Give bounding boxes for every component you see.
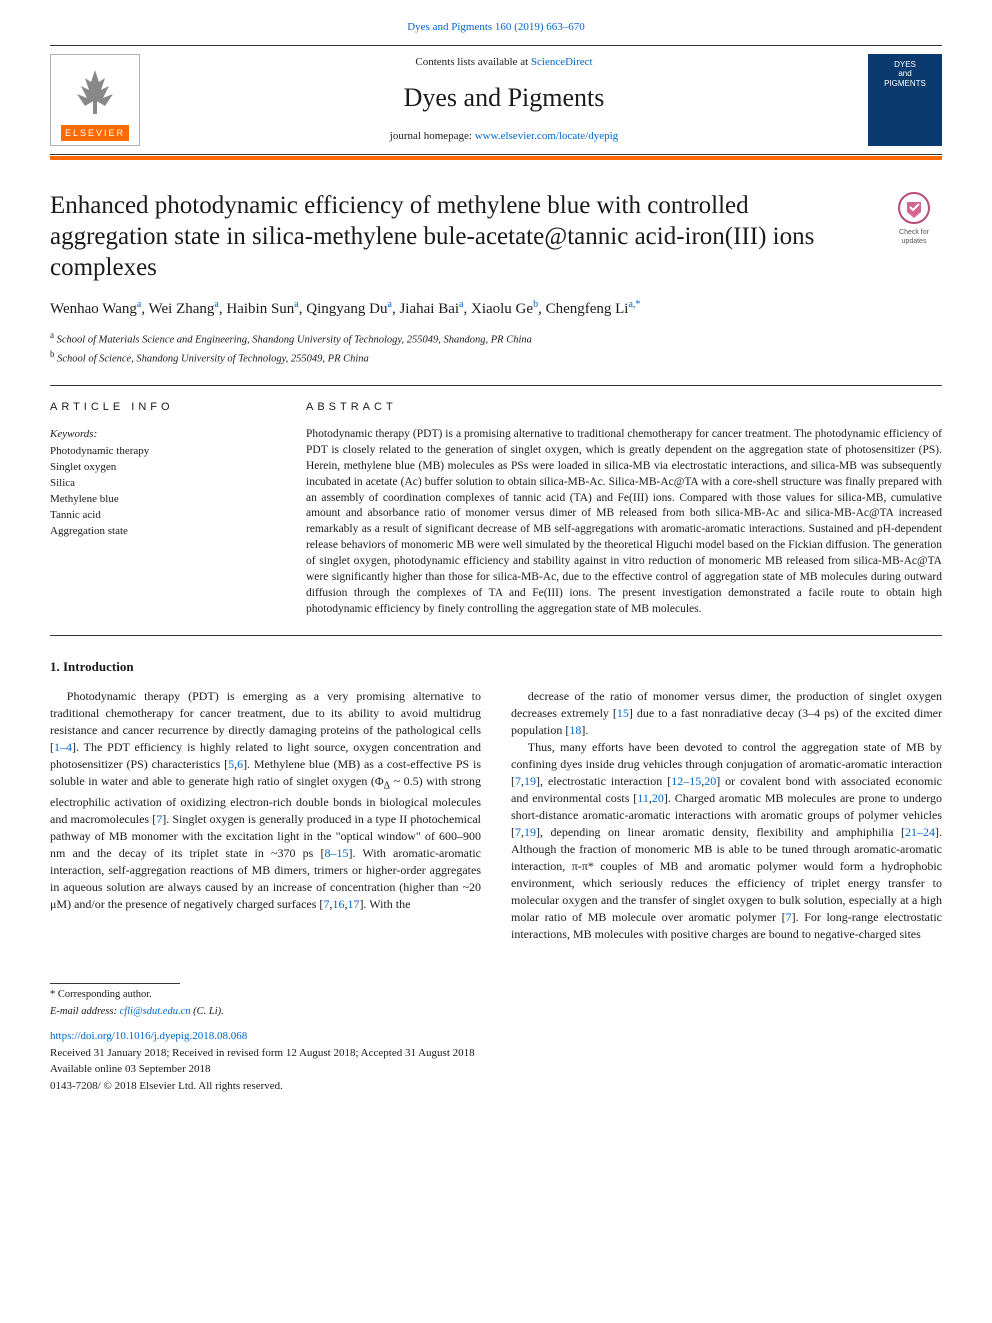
homepage-line: journal homepage: www.elsevier.com/locat…	[152, 129, 856, 144]
footnote-rule	[50, 983, 180, 984]
keyword: Tannic acid	[50, 508, 270, 524]
body-col-right: decrease of the ratio of monomer versus …	[511, 688, 942, 943]
top-citation: Dyes and Pigments 160 (2019) 663–670	[50, 20, 942, 35]
journal-cover-thumbnail[interactable]: DYES and PIGMENTS	[868, 54, 942, 146]
elsevier-wordmark: ELSEVIER	[61, 125, 129, 141]
affiliation-b: b School of Science, Shandong University…	[50, 348, 942, 367]
header-center: Contents lists available at ScienceDirec…	[152, 55, 856, 144]
divider	[50, 385, 942, 386]
section-heading-intro: 1. Introduction	[50, 658, 942, 676]
keyword: Methylene blue	[50, 492, 270, 508]
abstract-heading: ABSTRACT	[306, 400, 942, 415]
elsevier-logo[interactable]: ELSEVIER	[50, 54, 140, 146]
updates-icon	[896, 190, 932, 226]
orange-divider	[50, 156, 942, 160]
updates-label: Check for updates	[886, 228, 942, 247]
received-dates: Received 31 January 2018; Received in re…	[50, 1046, 942, 1061]
body-col-left: Photodynamic therapy (PDT) is emerging a…	[50, 688, 481, 943]
author-list: Wenhao Wanga, Wei Zhanga, Haibin Suna, Q…	[50, 298, 942, 319]
keyword: Singlet oxygen	[50, 460, 270, 476]
homepage-link[interactable]: www.elsevier.com/locate/dyepig	[475, 130, 618, 142]
footer-block: * Corresponding author. E-mail address: …	[50, 983, 942, 1094]
keyword: Photodynamic therapy	[50, 444, 270, 460]
copyright-line: 0143-7208/ © 2018 Elsevier Ltd. All righ…	[50, 1079, 942, 1094]
affiliations: a School of Materials Science and Engine…	[50, 329, 942, 367]
journal-header: ELSEVIER Contents lists available at Sci…	[50, 45, 942, 155]
abstract-text: Photodynamic therapy (PDT) is a promisin…	[306, 427, 942, 617]
keyword: Silica	[50, 476, 270, 492]
journal-name: Dyes and Pigments	[152, 80, 856, 115]
available-online: Available online 03 September 2018	[50, 1062, 942, 1077]
contents-line: Contents lists available at ScienceDirec…	[152, 55, 856, 70]
article-title: Enhanced photodynamic efficiency of meth…	[50, 190, 866, 284]
email-line: E-mail address: cfli@sdut.edu.cn (C. Li)…	[50, 1005, 942, 1019]
sciencedirect-link[interactable]: ScienceDirect	[531, 56, 593, 68]
email-link[interactable]: cfli@sdut.edu.cn	[120, 1006, 191, 1017]
article-info-column: ARTICLE INFO Keywords: Photodynamic ther…	[50, 400, 270, 617]
affiliation-a: a School of Materials Science and Engine…	[50, 329, 942, 348]
corresponding-author: * Corresponding author.	[50, 988, 942, 1002]
doi-link[interactable]: https://doi.org/10.1016/j.dyepig.2018.08…	[50, 1029, 942, 1044]
divider	[50, 635, 942, 636]
keyword: Aggregation state	[50, 524, 270, 540]
keywords-label: Keywords:	[50, 427, 270, 442]
contents-prefix: Contents lists available at	[415, 56, 530, 68]
check-updates-badge[interactable]: Check for updates	[886, 190, 942, 247]
elsevier-tree-icon	[67, 59, 123, 125]
article-info-heading: ARTICLE INFO	[50, 400, 270, 415]
abstract-column: ABSTRACT Photodynamic therapy (PDT) is a…	[306, 400, 942, 617]
body-two-column: Photodynamic therapy (PDT) is emerging a…	[50, 688, 942, 943]
homepage-prefix: journal homepage:	[390, 130, 475, 142]
cover-text: DYES and PIGMENTS	[884, 60, 926, 89]
